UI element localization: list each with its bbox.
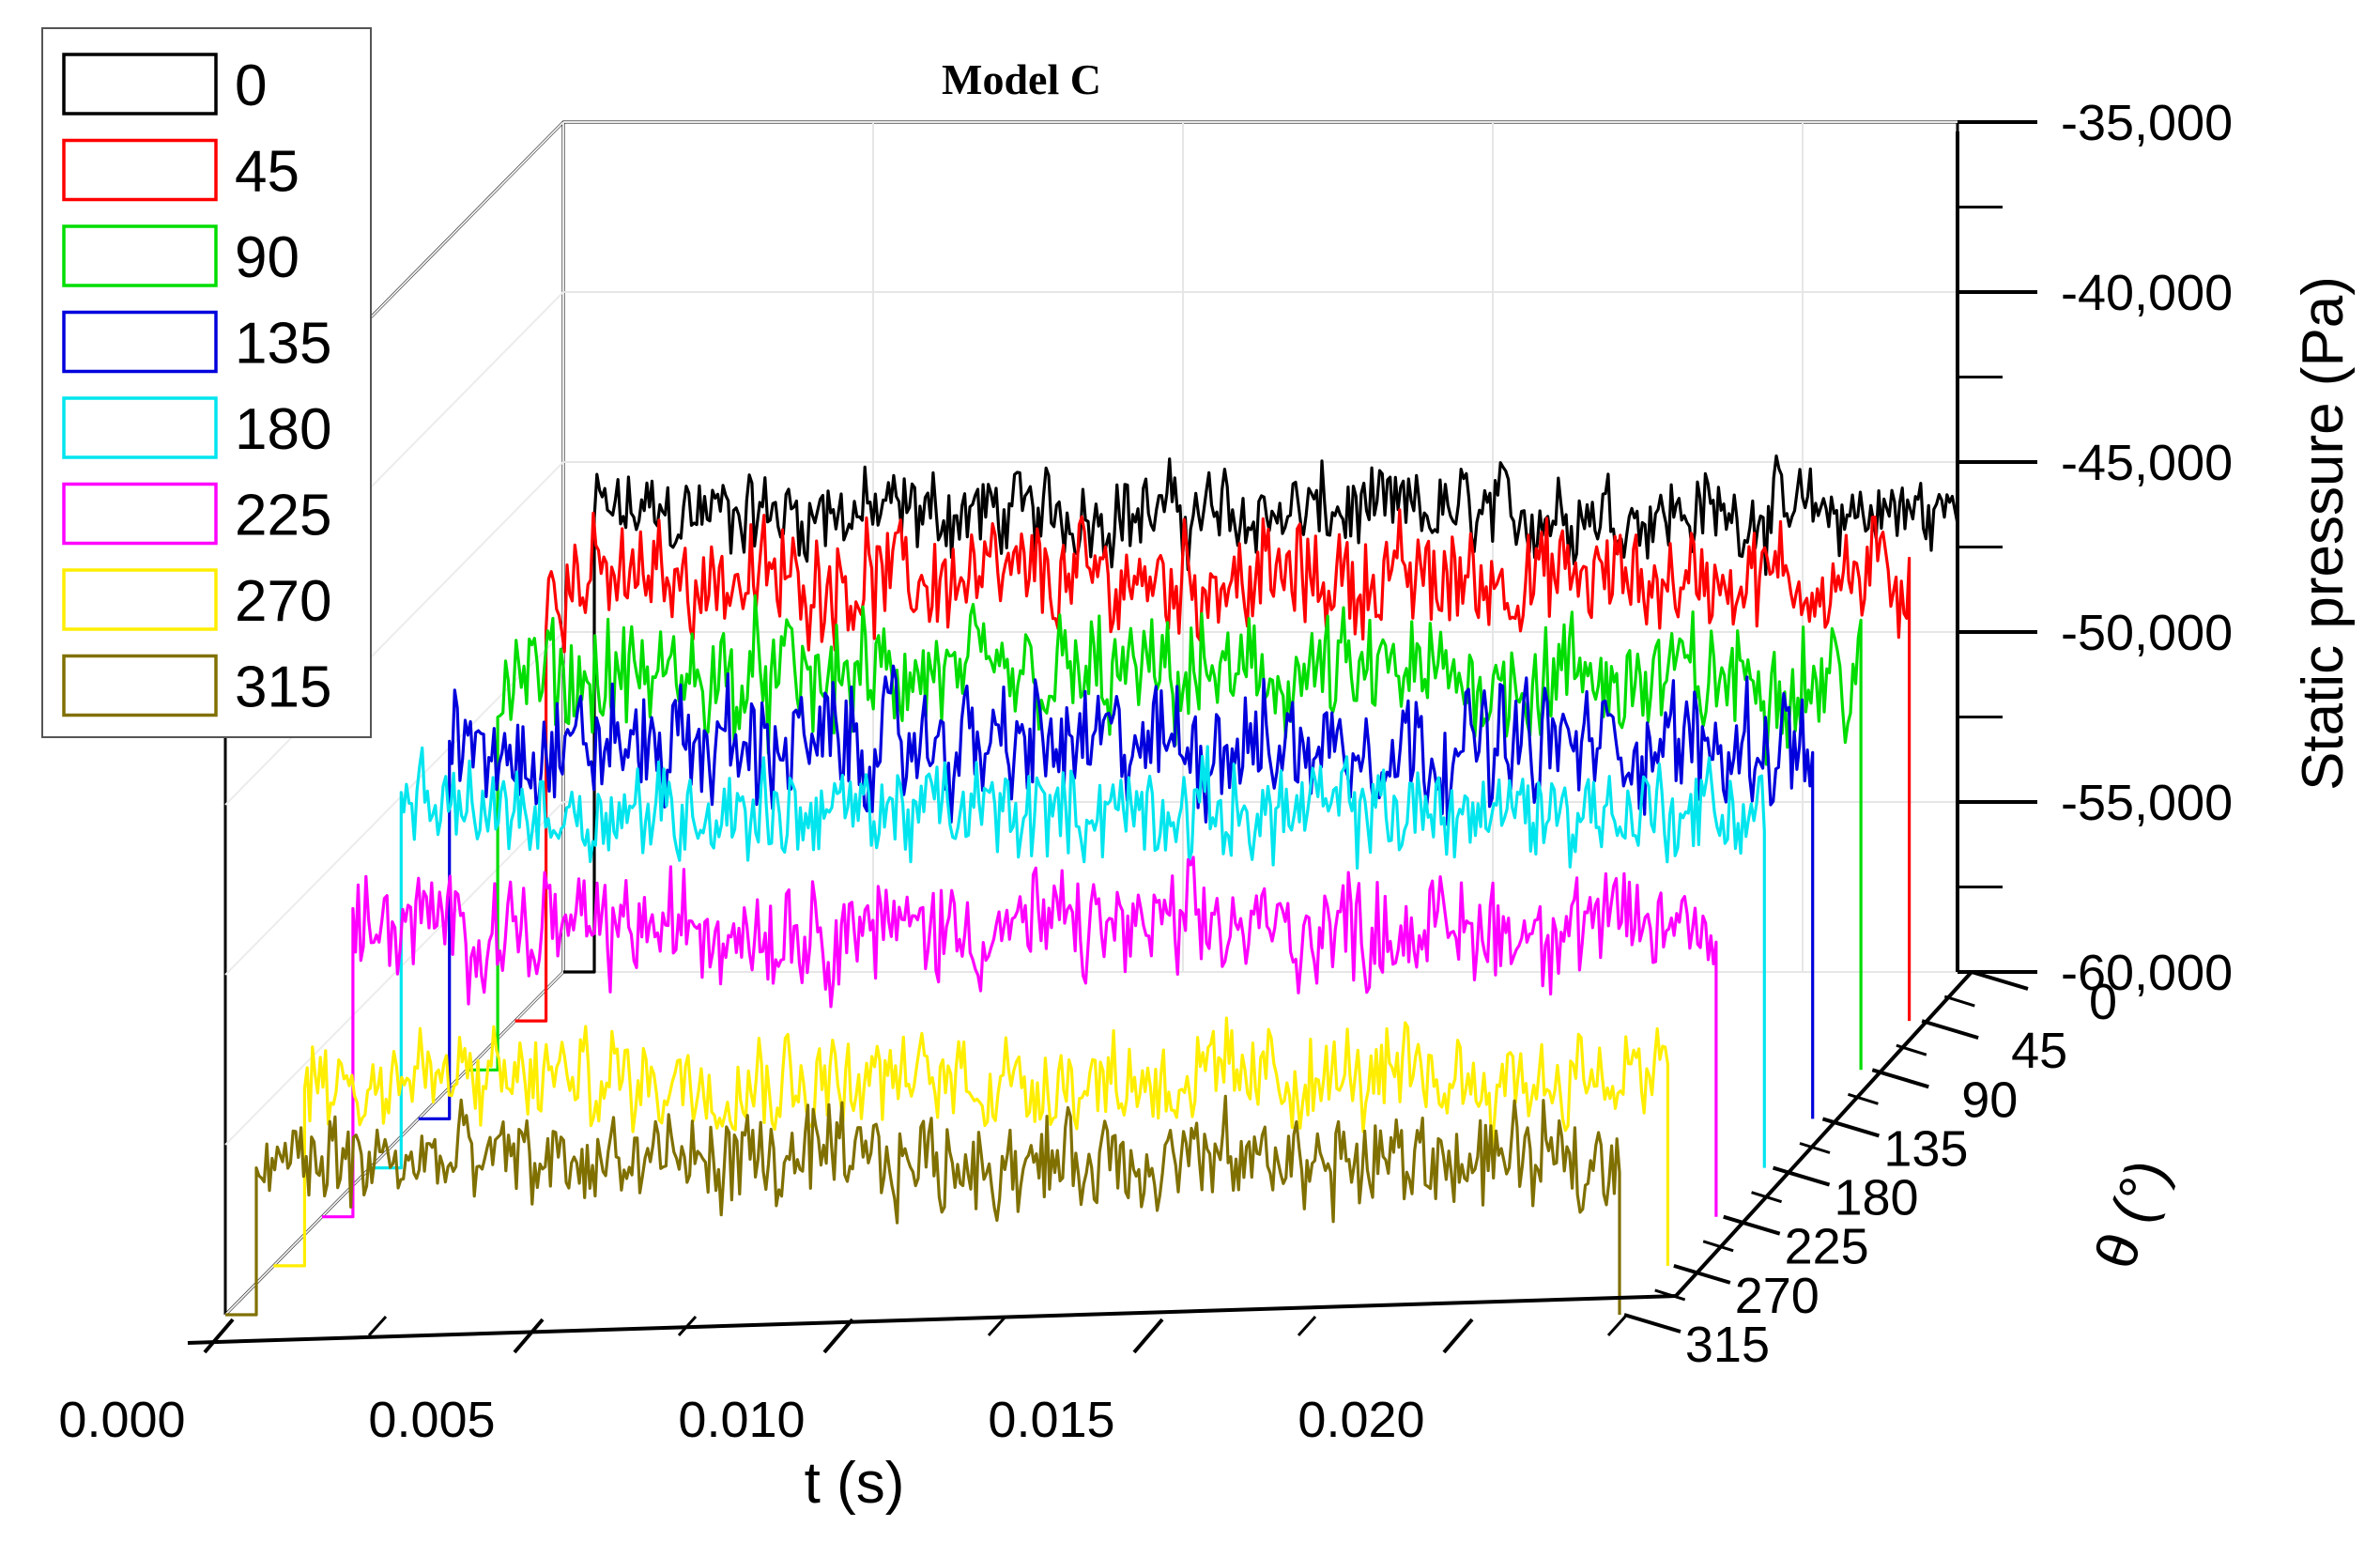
z-tick-3 [1821, 1117, 1881, 1138]
series-315 [225, 1094, 1621, 1317]
legend-swatch-135 [62, 310, 218, 374]
x-tick-0 [203, 1318, 235, 1354]
y-tick-label-1: -40,000 [2061, 265, 2233, 321]
axes: 0.000 0.005 0.010 0.015 0.020 -35,000 -40,000 -… [58, 95, 2233, 1448]
chart-title: Model C [942, 55, 1101, 103]
z-minor-tick-0 [1943, 995, 1975, 1008]
legend-label-315: 315 [235, 655, 331, 720]
legend-swatch-270 [62, 568, 218, 631]
series-90 [467, 594, 1863, 1072]
legend-swatch-315 [62, 654, 218, 717]
y-tick-label-3: -50,000 [2061, 605, 2233, 661]
legend-label-0: 0 [235, 54, 267, 118]
legend-swatch-0 [62, 53, 218, 116]
z-tick-label-7: 315 [1685, 1317, 1770, 1373]
legend-swatch-90 [62, 224, 218, 287]
z-tick-label-1: 45 [2011, 1023, 2067, 1079]
y-axis-label: Static pressure (Pa) [2291, 276, 2356, 791]
x-tick-1 [513, 1318, 545, 1354]
z-tick-label-0: 0 [2089, 974, 2117, 1030]
series-270 [273, 1016, 1670, 1268]
x-tick-label-4: 0.020 [1297, 1392, 1424, 1448]
legend-swatch-180 [62, 396, 218, 459]
legend-label-270: 270 [235, 569, 331, 634]
z-minor-tick-2 [1847, 1092, 1879, 1105]
z-minor-tick-5 [1702, 1240, 1734, 1253]
z-tick-5 [1723, 1214, 1781, 1236]
x-tick-3 [1132, 1318, 1164, 1354]
y-tick-label-0: -35,000 [2061, 95, 2233, 151]
x-minor-tick-4 [1606, 1315, 1627, 1337]
legend-swatch-45 [62, 138, 218, 202]
z-minor-tick-4 [1751, 1191, 1783, 1204]
z-axis-label: θ (°) [2082, 1151, 2181, 1277]
z-tick-4 [1772, 1165, 1831, 1187]
series-0 [563, 454, 1959, 974]
legend-label-45: 45 [235, 140, 299, 205]
series-180 [370, 745, 1766, 1170]
z-tick-7 [1623, 1313, 1681, 1334]
x-axis-line [187, 1294, 1677, 1345]
legend-swatch-225 [62, 482, 218, 546]
x-tick-label-1: 0.005 [368, 1392, 495, 1448]
legend-label-90: 90 [235, 225, 299, 290]
legend-label-225: 225 [235, 484, 331, 548]
series-45 [514, 508, 1912, 1023]
z-tick-1 [1921, 1019, 1979, 1041]
side-gridline-5 [224, 971, 564, 1316]
x-tick-label-3: 0.015 [988, 1392, 1114, 1448]
legend-box [41, 27, 372, 738]
side-gridline-4 [224, 801, 564, 1146]
legend-label-135: 135 [235, 312, 331, 377]
legend-label-180: 180 [235, 397, 331, 462]
legend: 0 45 90 135 180 225 270 315 [41, 27, 372, 738]
side-gridline-3 [224, 631, 564, 976]
x-minor-tick-3 [1297, 1315, 1317, 1337]
z-tick-0 [1971, 970, 2029, 991]
series-group [225, 454, 1959, 1317]
x-axis-label: t (s) [805, 1451, 905, 1516]
x-tick-label-2: 0.010 [678, 1392, 805, 1448]
y-tick-label-2: -45,000 [2061, 435, 2233, 491]
side-gridline-2 [224, 461, 564, 806]
z-tick-label-2: 90 [1961, 1072, 2018, 1128]
x-tick-4 [1442, 1318, 1474, 1354]
z-axis-line [1674, 970, 1973, 1298]
z-tick-label-5: 225 [1785, 1219, 1869, 1275]
z-minor-tick-3 [1799, 1142, 1831, 1154]
z-tick-6 [1673, 1263, 1731, 1285]
x-minor-tick-2 [987, 1315, 1007, 1337]
y-tick-label-4: -55,000 [2061, 775, 2233, 831]
z-tick-label-3: 135 [1883, 1120, 1968, 1177]
z-tick-label-4: 180 [1834, 1170, 1918, 1226]
series-225 [321, 856, 1718, 1219]
y-tick-label-5: -60,000 [2061, 945, 2233, 1001]
z-minor-tick-1 [1896, 1043, 1927, 1056]
x-tick-2 [822, 1318, 854, 1354]
x-minor-tick-0 [367, 1315, 388, 1337]
x-minor-tick-1 [677, 1315, 698, 1337]
z-minor-tick-6 [1654, 1288, 1686, 1302]
series-135 [418, 664, 1815, 1121]
x-tick-label-0: 0.000 [58, 1392, 185, 1448]
z-tick-label-6: 270 [1735, 1268, 1820, 1324]
z-tick-2 [1871, 1068, 1929, 1089]
